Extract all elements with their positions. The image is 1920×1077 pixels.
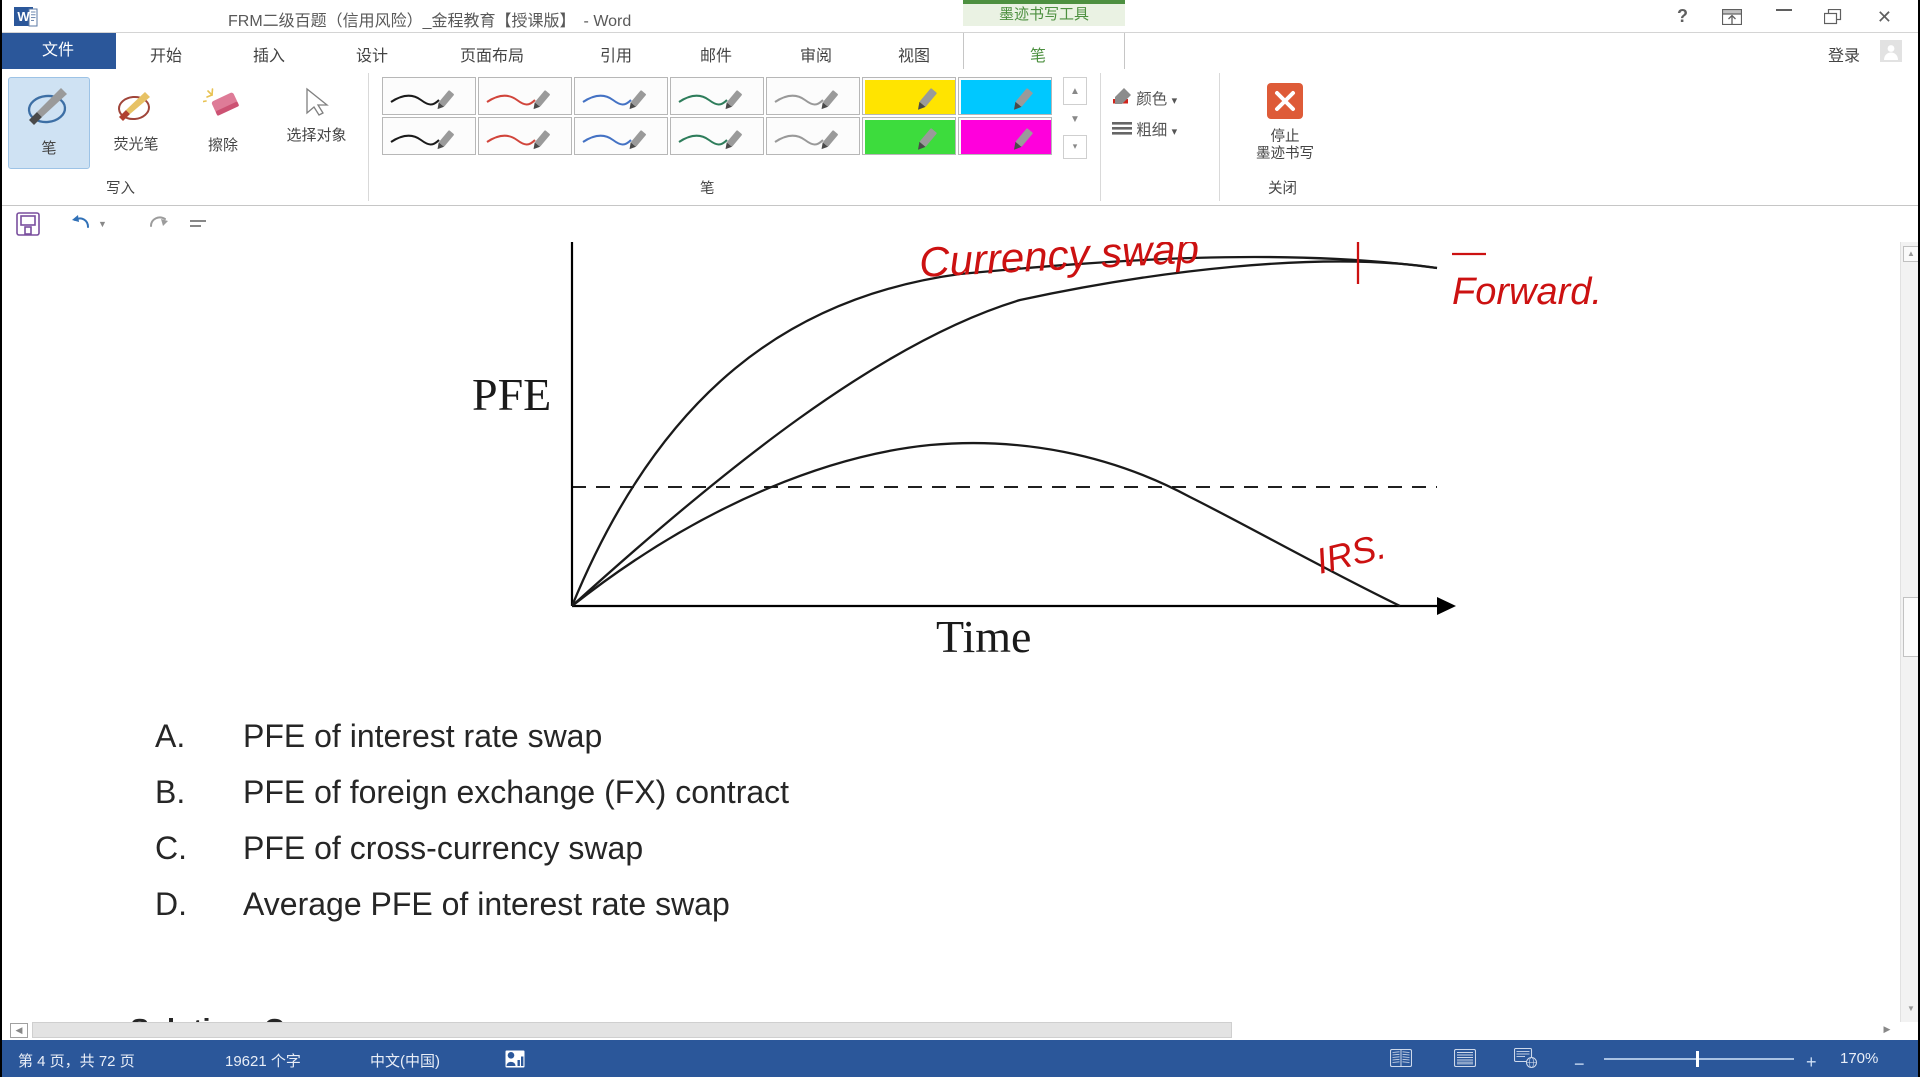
svg-text:IRS.: IRS. xyxy=(1312,525,1390,582)
svg-text:W: W xyxy=(17,9,30,24)
svg-text:PFE: PFE xyxy=(472,369,551,420)
svg-text:Currency swap: Currency swap xyxy=(918,242,1200,286)
svg-text:Time: Time xyxy=(936,611,1031,662)
svg-text:Forward.: Forward. xyxy=(1452,271,1602,313)
